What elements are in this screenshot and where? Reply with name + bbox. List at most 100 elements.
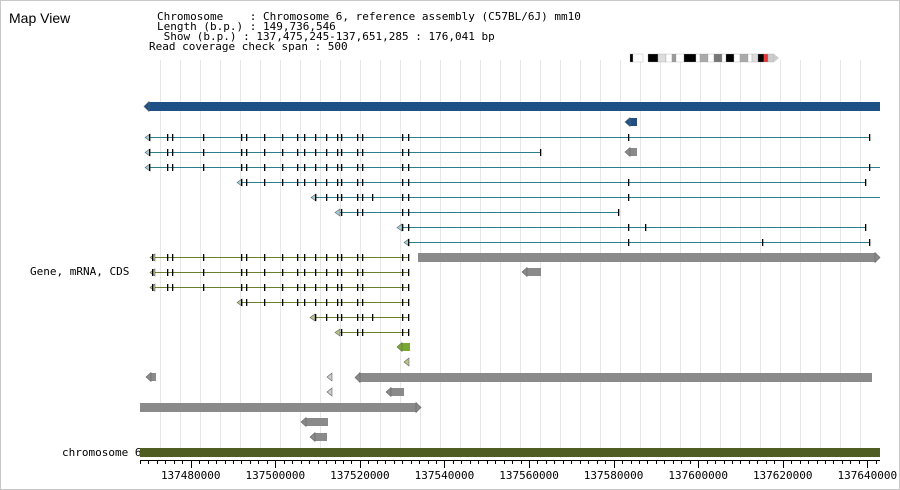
exon-mark [203,134,205,141]
exon-mark [341,284,343,291]
strand-arrow-icon [326,387,333,397]
exon-mark [402,284,404,291]
exon-mark [408,224,410,231]
exon-mark [362,269,364,276]
gene-feature-bar[interactable] [148,102,880,111]
exon-mark [341,269,343,276]
feature-small[interactable] [314,433,327,441]
exon-mark [326,149,328,156]
exon-mark [341,299,343,306]
exon-mark [241,179,243,186]
exon-mark [304,149,306,156]
exon-mark [362,164,364,171]
exon-mark [241,149,243,156]
exon-mark [326,254,328,261]
exon-mark [203,254,205,261]
exon-mark [264,149,266,156]
chromosome-bar[interactable] [140,448,880,457]
exon-mark [402,314,404,321]
exon-mark [402,149,404,156]
exon-mark [172,269,174,276]
feature-small[interactable] [150,373,156,381]
exon-mark [315,299,317,306]
exon-mark [762,239,764,246]
chromosome-ideogram-band [721,53,727,63]
exon-mark [246,254,248,261]
chromosome-ideogram-band [763,53,769,63]
exon-mark [362,314,364,321]
exon-mark [297,299,299,306]
exon-mark [628,134,630,141]
exon-mark [297,164,299,171]
exon-mark [152,254,154,261]
exon-mark [341,164,343,171]
strand-arrow-icon [143,100,150,113]
exon-mark [282,254,284,261]
cds-feature-green[interactable] [401,343,410,351]
map-view-title: Map View [9,10,71,26]
chromosome-ideogram-band [739,53,749,63]
exon-mark [315,314,317,321]
exon-mark [341,209,343,216]
exon-mark [357,269,359,276]
strand-arrow-icon [521,266,528,278]
exon-mark [326,164,328,171]
exon-mark [408,164,410,171]
cds-feature-small[interactable] [526,268,541,276]
strand-arrow-icon [326,372,333,382]
chromosome-ideogram-band [713,53,723,63]
exon-mark [372,314,374,321]
exon-mark [341,134,343,141]
chromosome-ideogram-band [683,53,697,63]
feature-long[interactable] [140,403,417,412]
exon-mark [297,254,299,261]
exon-mark [408,254,410,261]
strand-arrow-icon [624,116,631,128]
exon-mark [241,164,243,171]
exon-mark [408,239,410,246]
chromosome-ideogram-band [695,53,701,63]
exon-mark [282,269,284,276]
exon-mark [341,179,343,186]
exon-mark [357,284,359,291]
exon-mark [865,179,867,186]
exon-mark [246,284,248,291]
exon-mark [337,194,339,201]
exon-mark [167,284,169,291]
exon-mark [172,164,174,171]
exon-mark [357,194,359,201]
mrna-feature-small[interactable] [629,148,637,156]
axis-tick-label: 137540000 [415,469,475,482]
exon-mark [246,179,248,186]
exon-mark [172,284,174,291]
exon-mark [362,329,364,336]
exon-mark [172,134,174,141]
exon-mark [304,299,306,306]
axis-tick-label: 137500000 [246,469,306,482]
strand-arrow-icon [874,251,881,264]
exon-mark [326,284,328,291]
feature-long[interactable] [359,373,872,382]
feature-small[interactable] [305,418,328,426]
cds-feature-long[interactable] [418,253,876,262]
exon-mark [628,239,630,246]
exon-mark [172,149,174,156]
exon-mark [297,284,299,291]
chromosome-ideogram-band [733,53,741,63]
exon-mark [315,179,317,186]
axis-tick-label: 137640000 [838,469,898,482]
exon-mark [315,134,317,141]
gene-feature-small[interactable] [629,118,637,126]
exon-mark [408,134,410,141]
exon-mark [408,149,410,156]
exon-mark [326,269,328,276]
strand-arrow-icon [334,328,341,337]
exon-mark [341,149,343,156]
exon-mark [540,149,542,156]
chromosome-ideogram-band [767,53,775,63]
feature-small[interactable] [390,388,404,396]
chromosome-ideogram-band [671,53,677,63]
exon-mark [203,269,205,276]
exon-mark [167,254,169,261]
